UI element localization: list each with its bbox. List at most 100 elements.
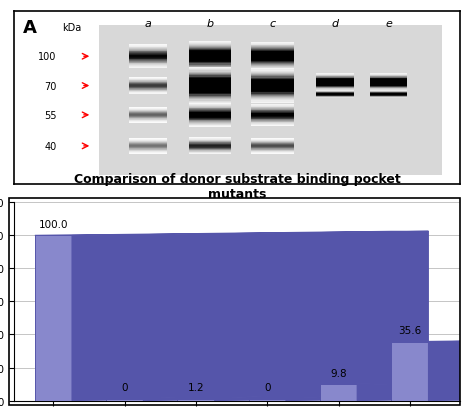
Bar — [189, 106, 231, 107]
Bar — [252, 143, 294, 144]
Bar — [252, 62, 294, 63]
Bar — [252, 98, 294, 99]
Bar — [252, 118, 294, 119]
Bar — [252, 75, 294, 76]
Bar — [189, 83, 231, 84]
Bar — [316, 91, 354, 92]
Bar — [189, 99, 231, 100]
Bar — [252, 107, 294, 108]
Bar — [129, 89, 167, 90]
Bar — [189, 63, 231, 64]
Bar — [189, 118, 231, 119]
Bar — [189, 55, 231, 56]
Bar — [189, 44, 231, 45]
Bar — [252, 55, 294, 56]
Bar — [252, 56, 294, 57]
Bar — [252, 60, 294, 61]
Polygon shape — [177, 394, 474, 399]
Bar — [252, 54, 294, 55]
Bar — [392, 342, 428, 401]
Bar — [252, 90, 294, 91]
Bar — [129, 60, 167, 61]
Bar — [189, 91, 231, 93]
Bar — [370, 86, 408, 87]
Bar — [189, 122, 231, 123]
Bar — [189, 66, 231, 67]
Bar — [252, 106, 294, 107]
Polygon shape — [428, 338, 474, 401]
Bar — [129, 149, 167, 150]
Bar — [189, 151, 231, 152]
Bar — [252, 99, 294, 100]
Bar — [370, 77, 408, 78]
Bar — [189, 152, 231, 153]
Bar — [129, 45, 167, 46]
Bar — [177, 399, 215, 401]
Bar — [252, 64, 294, 65]
Bar — [129, 111, 167, 112]
Bar — [252, 76, 294, 77]
Bar — [129, 84, 167, 85]
Text: 100.0: 100.0 — [39, 219, 68, 229]
Bar — [252, 113, 294, 114]
Bar — [189, 81, 231, 83]
Bar — [129, 142, 167, 143]
Bar — [99, 26, 442, 176]
Bar — [189, 58, 231, 59]
Bar — [129, 90, 167, 91]
Bar — [129, 63, 167, 64]
Bar — [129, 48, 167, 49]
Bar — [189, 120, 231, 121]
Bar — [370, 79, 408, 80]
Bar — [129, 141, 167, 142]
Bar — [189, 140, 231, 141]
Bar — [249, 399, 286, 401]
Polygon shape — [35, 232, 428, 236]
Bar — [252, 88, 294, 89]
Bar — [129, 148, 167, 149]
Bar — [189, 102, 231, 103]
Bar — [370, 88, 408, 89]
Bar — [129, 116, 167, 117]
Text: 1.2: 1.2 — [188, 382, 204, 392]
Bar — [129, 114, 167, 115]
Bar — [189, 69, 231, 70]
Bar — [129, 147, 167, 148]
Bar — [252, 93, 294, 94]
Bar — [189, 111, 231, 112]
Bar — [252, 43, 294, 45]
Bar — [189, 67, 231, 69]
Bar — [189, 125, 231, 126]
Bar — [189, 42, 231, 43]
Bar — [189, 78, 231, 79]
Polygon shape — [320, 380, 474, 385]
Bar — [189, 110, 231, 111]
Bar — [189, 95, 231, 96]
Bar — [252, 86, 294, 88]
Bar — [106, 399, 143, 401]
Polygon shape — [72, 232, 428, 401]
Bar — [370, 78, 408, 79]
Bar — [252, 101, 294, 102]
Bar — [189, 53, 231, 54]
Bar — [189, 59, 231, 60]
Bar — [252, 144, 294, 145]
Bar — [252, 81, 294, 82]
Bar — [189, 70, 231, 71]
Bar — [370, 91, 408, 92]
Bar — [252, 84, 294, 85]
Bar — [252, 68, 294, 69]
Bar — [129, 82, 167, 83]
Bar — [189, 112, 231, 113]
Bar — [189, 153, 231, 154]
Bar — [189, 146, 231, 147]
Bar — [189, 104, 231, 105]
Text: 40: 40 — [44, 142, 56, 152]
Bar — [316, 88, 354, 89]
Bar — [252, 77, 294, 78]
Bar — [252, 69, 294, 70]
Bar — [189, 80, 231, 81]
Bar — [189, 86, 231, 88]
Bar — [189, 148, 231, 149]
Bar — [189, 144, 231, 145]
